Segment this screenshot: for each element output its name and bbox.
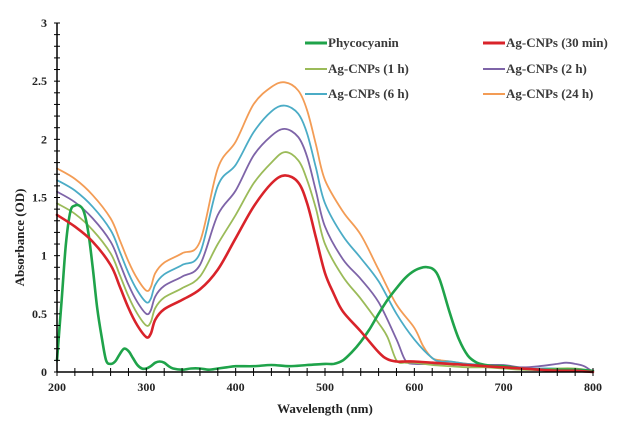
legend-item: Ag-CNPs (30 min) bbox=[483, 35, 608, 50]
series-line-phycocyanin bbox=[55, 203, 595, 373]
series-line-ag-cnps-30-min bbox=[55, 174, 595, 374]
legend-label: Ag-CNPs (1 h) bbox=[328, 61, 409, 76]
legend-label: Ag-CNPs (30 min) bbox=[506, 35, 608, 50]
y-tick-label: 1.5 bbox=[32, 191, 47, 205]
legend-item: Ag-CNPs (1 h) bbox=[305, 61, 409, 76]
x-tick-label: 600 bbox=[405, 380, 423, 394]
y-tick-label: 2.5 bbox=[32, 74, 47, 88]
legend: Phycocyanin Ag-CNPs (30 min) Ag-CNPs (1 h)… bbox=[305, 35, 608, 101]
series-line-ag-cnps-1-h bbox=[56, 151, 594, 372]
ticks-layer: 200 300 400 500 600 700 800 0 0.5 1 1.5 2 2.5 3 bbox=[32, 16, 602, 394]
y-tick-label: 3 bbox=[41, 16, 47, 30]
legend-item: Phycocyanin bbox=[305, 35, 400, 50]
legend-label: Ag-CNPs (2 h) bbox=[506, 61, 587, 76]
legend-label: Ag-CNPs (6 h) bbox=[328, 86, 409, 101]
x-tick-label: 800 bbox=[584, 380, 602, 394]
y-tick-label: 0 bbox=[41, 365, 47, 379]
x-tick-label: 500 bbox=[316, 380, 334, 394]
legend-item: Ag-CNPs (2 h) bbox=[483, 61, 587, 76]
legend-item: Ag-CNPs (6 h) bbox=[305, 86, 409, 101]
legend-label: Phycocyanin bbox=[328, 35, 400, 50]
series-line-ag-cnps-6-h bbox=[56, 104, 594, 373]
y-tick-label: 0.5 bbox=[32, 307, 47, 321]
y-axis-title: Absorbance (OD) bbox=[12, 189, 27, 287]
x-tick-label: 300 bbox=[137, 380, 155, 394]
legend-item: Ag-CNPs (24 h) bbox=[483, 86, 593, 101]
x-tick-label: 700 bbox=[495, 380, 513, 394]
x-tick-label: 200 bbox=[48, 380, 66, 394]
y-tick-label: 1 bbox=[41, 249, 47, 263]
series-line-ag-cnps-2-h bbox=[56, 127, 594, 373]
series-layer bbox=[55, 81, 595, 374]
x-axis-title: Wavelength (nm) bbox=[277, 401, 373, 416]
legend-label: Ag-CNPs (24 h) bbox=[506, 86, 593, 101]
x-tick-label: 400 bbox=[227, 380, 245, 394]
y-tick-label: 2 bbox=[41, 132, 47, 146]
